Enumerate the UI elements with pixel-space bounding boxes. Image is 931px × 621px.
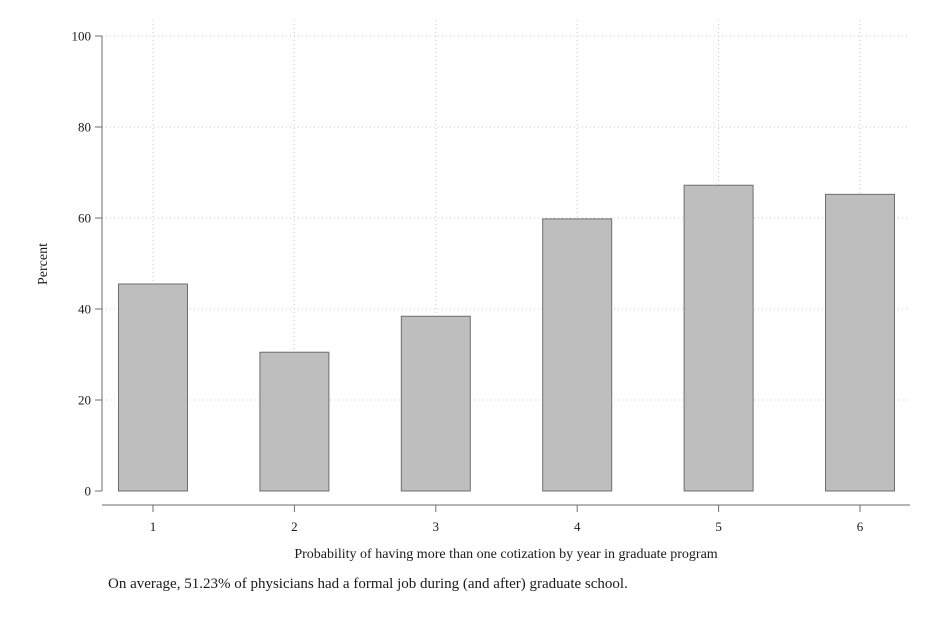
y-tick-label: 20 xyxy=(78,393,91,408)
x-tick-label: 1 xyxy=(150,519,157,534)
bar-4 xyxy=(542,218,613,492)
bar-3 xyxy=(400,315,471,492)
x-axis-title: Probability of having more than one coti… xyxy=(294,547,717,562)
x-tick-label: 3 xyxy=(433,519,440,534)
x-tick-label: 5 xyxy=(715,519,722,534)
bar-6 xyxy=(825,193,895,492)
y-tick-label: 80 xyxy=(78,120,91,135)
x-tick-label: 6 xyxy=(857,519,864,534)
x-tick-label: 2 xyxy=(291,519,298,534)
gridlines xyxy=(102,20,910,491)
bar-2 xyxy=(259,351,330,492)
y-axis-title: Percent xyxy=(36,243,51,285)
y-tick-label: 60 xyxy=(78,211,91,226)
y-tick-label: 40 xyxy=(78,302,91,317)
bar-1 xyxy=(118,283,188,492)
x-tick-label: 4 xyxy=(574,519,581,534)
y-tick-label: 100 xyxy=(72,29,92,44)
y-tick-label: 0 xyxy=(85,484,92,499)
bar-5 xyxy=(683,184,754,492)
footnote: On average, 51.23% of physicians had a f… xyxy=(108,576,628,592)
bars xyxy=(118,184,895,492)
axes: 0 20 40 60 80 100 1 2 3 4 5 6 xyxy=(72,29,910,534)
